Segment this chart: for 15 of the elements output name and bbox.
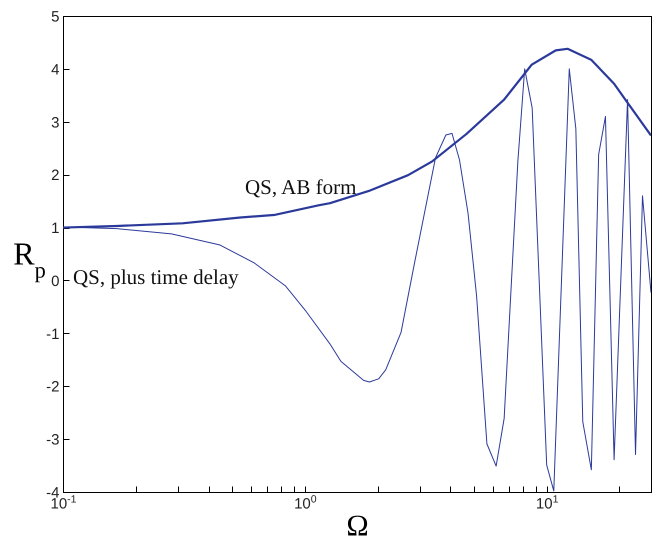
y-tick-label: 3 (51, 114, 60, 132)
y-tick-label: 0 (51, 272, 60, 290)
y-tick-label: 1 (51, 220, 60, 238)
x-tick-label: 10$^{1}$ (536, 494, 559, 512)
y-tick-label: 5 (51, 8, 60, 26)
x-axis-title: Ω (346, 510, 369, 538)
y-tick-label: -2 (46, 378, 60, 396)
series-label: QS, plus time delay (73, 265, 240, 289)
y-tick-label: 4 (51, 61, 60, 78)
x-tick-label: 10$^{0}$ (294, 494, 317, 512)
y-axis-title: R$_{p}$ (13, 236, 46, 282)
y-tick-label: -3 (46, 432, 60, 449)
y-tick-label: 2 (51, 167, 60, 184)
y-tick-label: -1 (46, 326, 60, 343)
series-label: QS, AB form (245, 175, 356, 199)
